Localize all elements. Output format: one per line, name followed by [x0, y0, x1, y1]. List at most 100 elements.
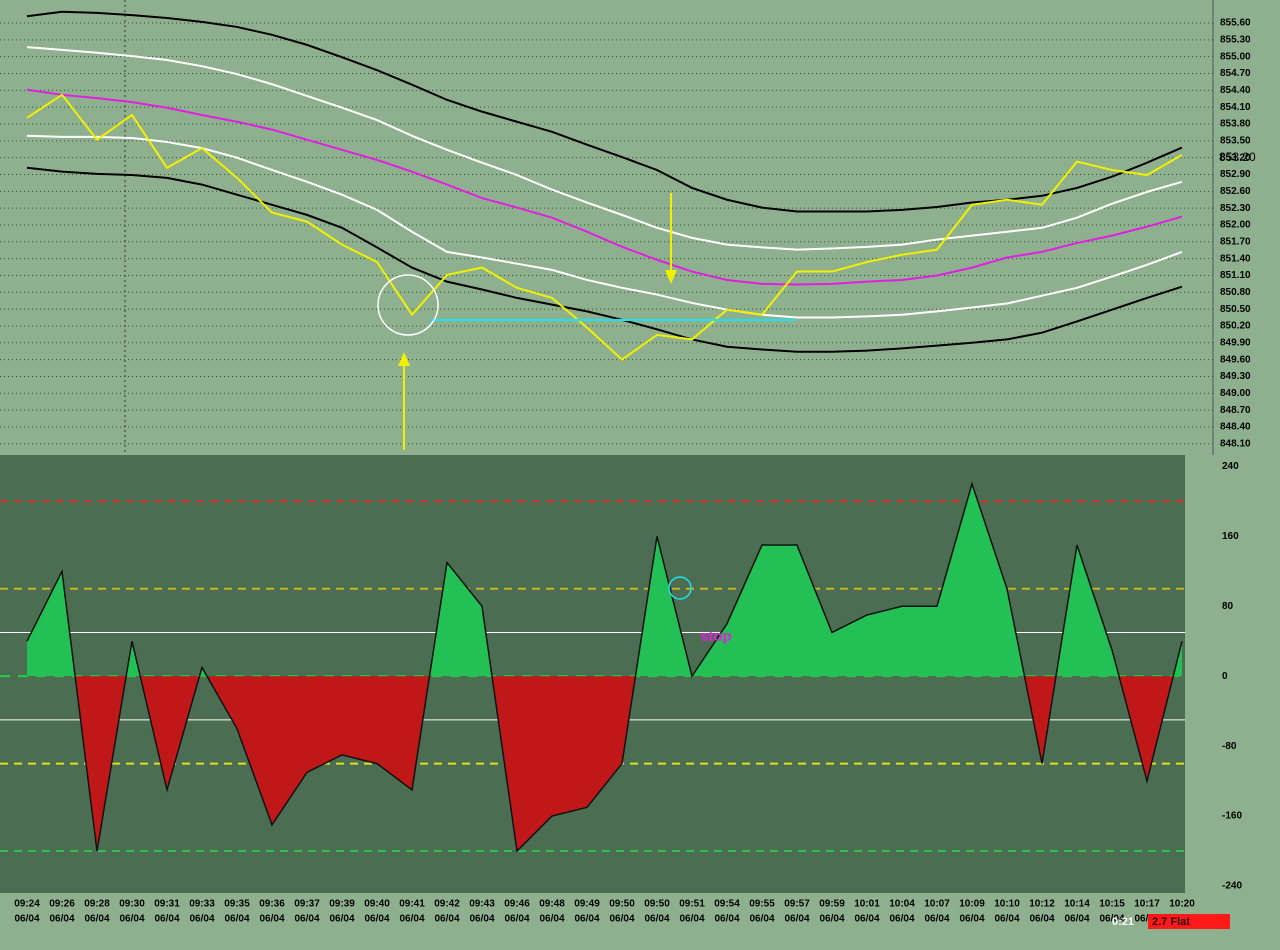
x-date-label: 06/04 [679, 914, 704, 925]
position-box [1148, 914, 1230, 929]
series-line [26, 134, 1183, 319]
x-tick-label: 10:20 [1169, 899, 1195, 910]
y-tick-label: 854.10 [1220, 102, 1251, 113]
x-date-label: 06/04 [959, 914, 984, 925]
x-date-label: 06/04 [784, 914, 809, 925]
y-tick-label: 852.90 [1220, 169, 1251, 180]
x-tick-label: 09:33 [189, 899, 215, 910]
y-tick-label: 853.50 [1220, 135, 1251, 146]
y-tick-label: 852.60 [1220, 186, 1251, 197]
x-tick-label: 10:14 [1064, 899, 1090, 910]
y-tick-label: 848.40 [1220, 422, 1251, 433]
x-date-label: 06/04 [749, 914, 774, 925]
x-date-label: 06/04 [154, 914, 179, 925]
y-tick-label: 160 [1222, 531, 1239, 542]
x-tick-label: 09:48 [539, 899, 565, 910]
y-tick-label: 851.70 [1220, 236, 1251, 247]
x-tick-label: 09:46 [504, 899, 530, 910]
y-tick-label: 853.80 [1220, 119, 1251, 130]
x-tick-label: 10:17 [1134, 899, 1160, 910]
y-tick-label: -80 [1222, 741, 1237, 752]
x-date-label: 06/04 [539, 914, 564, 925]
x-date-label: 06/04 [924, 914, 949, 925]
x-tick-label: 09:57 [784, 899, 810, 910]
x-date-label: 06/04 [854, 914, 879, 925]
x-date-label: 06/04 [574, 914, 599, 925]
y-tick-label: 0 [1222, 671, 1228, 682]
x-date-label: 06/04 [294, 914, 319, 925]
y-tick-label: -160 [1222, 811, 1242, 822]
x-tick-label: 09:40 [364, 899, 390, 910]
x-tick-label: 09:28 [84, 899, 110, 910]
y-tick-label: 849.30 [1220, 371, 1251, 382]
x-date-label: 06/04 [434, 914, 459, 925]
stop-circle [668, 576, 692, 600]
x-tick-label: 09:31 [154, 899, 180, 910]
y-tick-label: 851.10 [1220, 270, 1251, 281]
last-price: 853.20 [1219, 150, 1256, 164]
x-date-label: 06/04 [504, 914, 529, 925]
highlight-circle [377, 274, 439, 336]
x-tick-label: 09:41 [399, 899, 425, 910]
x-tick-label: 09:55 [749, 899, 775, 910]
arrow-up-head [398, 352, 410, 366]
y-tick-label: 849.60 [1220, 354, 1251, 365]
oscillator-line [26, 481, 1183, 853]
x-tick-label: 09:59 [819, 899, 845, 910]
x-tick-label: 10:01 [854, 899, 880, 910]
series-line [26, 88, 1183, 286]
x-date-label: 06/04 [644, 914, 669, 925]
y-tick-label: 849.00 [1220, 388, 1251, 399]
x-date-label: 06/04 [189, 914, 214, 925]
position: 2.7 Flat [1152, 916, 1190, 928]
x-tick-label: 10:04 [889, 899, 915, 910]
arrow-down-head [665, 270, 677, 284]
x-tick-label: 09:30 [119, 899, 145, 910]
y-tick-label: 855.60 [1220, 18, 1251, 29]
x-date-label: 06/04 [84, 914, 109, 925]
x-tick-label: 09:35 [224, 899, 250, 910]
x-tick-label: 10:15 [1099, 899, 1125, 910]
y-tick-label: 848.70 [1220, 405, 1251, 416]
x-tick-label: 09:43 [469, 899, 495, 910]
x-date-label: 06/04 [819, 914, 844, 925]
x-tick-label: 09:26 [49, 899, 75, 910]
x-date-label: 06/04 [714, 914, 739, 925]
x-tick-label: 09:50 [644, 899, 670, 910]
series-line [26, 166, 1183, 353]
x-tick-label: 10:07 [924, 899, 950, 910]
timer: 0:21 [1112, 916, 1134, 928]
x-tick-label: 09:49 [574, 899, 600, 910]
x-date-label: 06/04 [1134, 914, 1159, 925]
series-line [26, 93, 1183, 361]
x-date-label: 06/04 [469, 914, 494, 925]
x-date-label: 06/04 [1029, 914, 1054, 925]
y-tick-label: 852.30 [1220, 203, 1251, 214]
positive-area [27, 483, 1182, 677]
x-date-label: 06/04 [259, 914, 284, 925]
x-date-label: 06/04 [329, 914, 354, 925]
y-tick-label: 848.10 [1220, 438, 1251, 449]
x-date-label: 06/04 [994, 914, 1019, 925]
negative-area [27, 676, 1182, 852]
y-tick-label: 852.00 [1220, 220, 1251, 231]
x-date-label: 06/04 [399, 914, 424, 925]
y-tick-label: 80 [1222, 601, 1234, 612]
x-tick-label: 10:09 [959, 899, 985, 910]
y-tick-label: 240 [1222, 461, 1239, 472]
x-tick-label: 09:39 [329, 899, 355, 910]
x-tick-label: 09:24 [14, 899, 40, 910]
x-tick-label: 09:36 [259, 899, 285, 910]
y-tick-label: 851.40 [1220, 253, 1251, 264]
x-date-label: 06/04 [14, 914, 39, 925]
x-date-label: 06/04 [609, 914, 634, 925]
y-tick-label: 850.20 [1220, 321, 1251, 332]
y-tick-label: 850.50 [1220, 304, 1251, 315]
y-tick-label: 854.40 [1220, 85, 1251, 96]
y-tick-label: -240 [1222, 881, 1242, 892]
y-tick-label: 854.70 [1220, 68, 1251, 79]
x-date-label: 06/04 [364, 914, 389, 925]
x-tick-label: 09:42 [434, 899, 460, 910]
y-tick-label: 855.00 [1220, 51, 1251, 62]
